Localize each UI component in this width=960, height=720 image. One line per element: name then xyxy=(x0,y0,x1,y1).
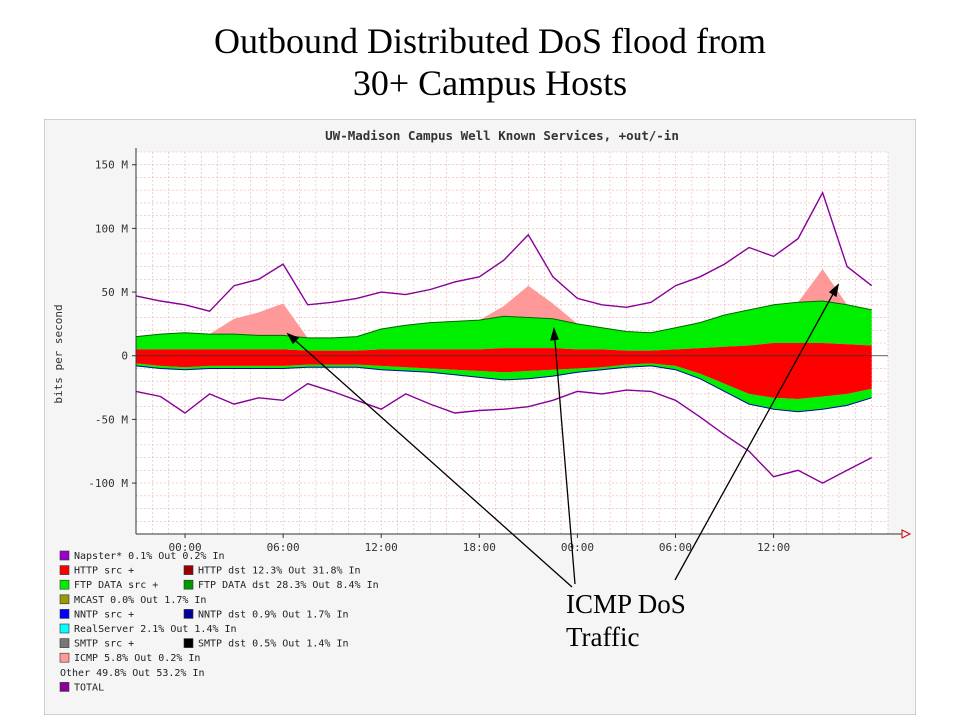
x-tick-label: 06:00 xyxy=(267,541,300,554)
legend-swatch xyxy=(183,638,194,648)
total-in-line xyxy=(135,382,873,484)
legend-swatch xyxy=(59,594,70,605)
icmp-annotation: ICMP DoS Traffic xyxy=(566,588,686,654)
legend-entry: HTTP src + xyxy=(74,566,134,577)
graph-title: UW-Madison Campus Well Known Services, +… xyxy=(325,128,679,143)
grid-lines xyxy=(135,151,889,534)
y-tick-label: -100 M xyxy=(88,477,128,490)
legend-entry: NNTP dst 0.9% Out 1.7% In xyxy=(198,609,349,620)
legend-swatch xyxy=(59,609,70,619)
http-out-area xyxy=(136,343,872,356)
y-tick-label: 150 M xyxy=(95,159,128,172)
area-series xyxy=(135,269,872,413)
legend-swatch xyxy=(183,609,194,619)
legend-swatch xyxy=(183,579,194,590)
legend-entry: ICMP 5.8% Out 0.2% In xyxy=(74,653,200,664)
total-lines xyxy=(135,190,873,484)
http-in-area xyxy=(136,355,872,399)
legend-entry: Napster* 0.1% Out 0.2% In xyxy=(74,551,225,562)
legend-entry: RealServer 2.1% Out 1.4% In xyxy=(74,624,237,635)
x-tick-label: 18:00 xyxy=(463,541,496,554)
total-out-line xyxy=(135,190,873,312)
axes: 150 M 100 M 50 M 0 -50 M -100 M 00:00 06:00 12:0… xyxy=(88,148,912,554)
legend-entry: Other 49.8% Out 53.2% In xyxy=(60,668,205,679)
traffic-graph: UW-Madison Campus Well Known Services, +… xyxy=(44,119,916,715)
annotation-line2: Traffic xyxy=(566,622,640,652)
y-tick-label: 100 M xyxy=(95,222,128,235)
out-edge xyxy=(135,300,872,339)
legend-entry: HTTP dst 12.3% Out 31.8% In xyxy=(198,566,361,577)
in-edge xyxy=(135,365,872,413)
y-axis-label: bits per second xyxy=(52,304,65,403)
legend-swatch xyxy=(59,638,70,648)
legend-entry: NNTP src + xyxy=(74,609,134,620)
x-tick-label: 12:00 xyxy=(757,541,790,554)
y-tick-label: -50 M xyxy=(95,413,128,426)
legend-entry: TOTAL xyxy=(74,682,104,693)
y-tick-label: 0 xyxy=(121,350,128,363)
slide-title-line1: Outbound Distributed DoS flood from xyxy=(214,21,766,61)
legend-swatch xyxy=(59,565,70,575)
legend-entry: FTP DATA src + xyxy=(74,580,158,591)
legend-swatch xyxy=(183,565,194,575)
y-tick-label: 50 M xyxy=(102,286,129,299)
x-tick-label: 06:00 xyxy=(659,541,692,554)
x-tick-label: 00:00 xyxy=(168,541,201,554)
x-axis-arrow xyxy=(901,529,912,539)
legend: Napster* 0.1% Out 0.2% In HTTP src + HTTP … xyxy=(59,550,379,693)
annotation-arrows xyxy=(286,283,839,588)
legend-entry: SMTP dst 0.5% Out 1.4% In xyxy=(198,639,349,650)
x-tick-label: 00:00 xyxy=(561,541,594,554)
legend-swatch xyxy=(59,623,70,634)
annotation-line1: ICMP DoS xyxy=(566,589,686,619)
legend-entry: FTP DATA dst 28.3% Out 8.4% In xyxy=(198,580,379,591)
slide-title: Outbound Distributed DoS flood from 30+ … xyxy=(0,20,960,104)
x-tick-label: 12:00 xyxy=(365,541,398,554)
legend-swatch xyxy=(59,579,70,590)
legend-swatch xyxy=(59,550,70,561)
legend-entry: SMTP src + xyxy=(74,639,134,650)
legend-entry: MCAST 0.0% Out 1.7% In xyxy=(74,595,206,606)
legend-swatch xyxy=(59,682,70,692)
legend-swatch xyxy=(59,652,70,663)
slide-title-line2: 30+ Campus Hosts xyxy=(352,63,628,103)
